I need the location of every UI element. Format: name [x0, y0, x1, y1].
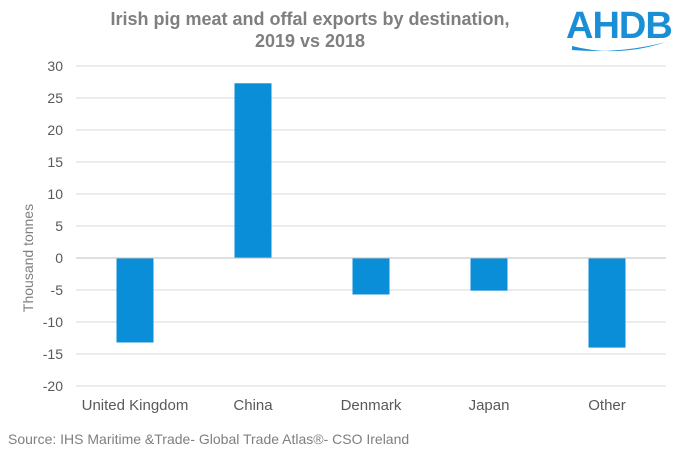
- chart-title-line-1: Irish pig meat and offal exports by dest…: [110, 9, 510, 29]
- bar: [116, 258, 154, 343]
- x-tick-label: China: [233, 397, 273, 414]
- x-tick-label: Denmark: [341, 397, 402, 414]
- y-tick-label: 30: [47, 58, 63, 74]
- y-tick-label: -10: [43, 314, 63, 330]
- x-tick-label: Japan: [469, 397, 510, 414]
- y-tick-label: -20: [43, 378, 63, 394]
- y-tick-label: 15: [47, 154, 63, 170]
- chart-title: Irish pig meat and offal exports by dest…: [70, 8, 550, 52]
- y-axis-label: Thousand tonnes: [20, 204, 36, 312]
- bar: [352, 258, 390, 295]
- y-tick-label: 10: [47, 186, 63, 202]
- axes: 30 25 20 15 10 5 0 -5 -10 -15 -20 United Kingdom Chi…: [43, 58, 666, 414]
- y-tick-label: -15: [43, 346, 63, 362]
- source-note: Source: IHS Maritime &Trade- Global Trad…: [8, 431, 410, 447]
- y-tick-label: 25: [47, 90, 63, 106]
- logo-swoosh-icon: [572, 42, 666, 52]
- y-tick-label: 5: [55, 218, 63, 234]
- logo-text: AHDB: [566, 5, 673, 47]
- bar: [234, 83, 272, 258]
- y-tick-label: 20: [47, 122, 63, 138]
- chart-title-line-2: 2019 vs 2018: [254, 31, 366, 51]
- bar: [470, 258, 508, 291]
- gridlines: [76, 65, 666, 387]
- x-tick-label: United Kingdom: [82, 397, 189, 414]
- y-tick-label: 0: [55, 250, 63, 266]
- bar: [588, 258, 626, 348]
- ahdb-logo: AHDB: [566, 5, 673, 54]
- y-tick-label: -5: [51, 282, 64, 298]
- x-tick-label: Other: [588, 397, 626, 414]
- bars: [116, 83, 626, 348]
